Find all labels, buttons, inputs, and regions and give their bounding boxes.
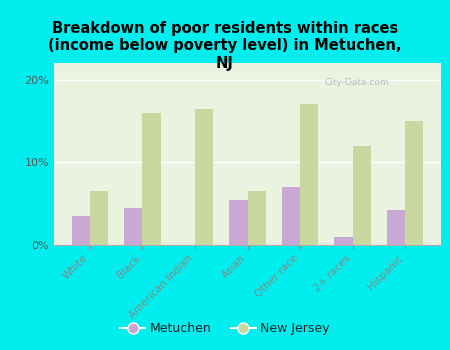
Bar: [229, 199, 248, 245]
Bar: [334, 237, 352, 245]
Bar: [195, 108, 213, 245]
Bar: [282, 187, 300, 245]
Bar: [248, 191, 266, 245]
Bar: [300, 104, 319, 245]
Bar: [405, 121, 423, 245]
Text: City-Data.com: City-Data.com: [325, 78, 390, 86]
Text: Breakdown of poor residents within races
(income below poverty level) in Metuche: Breakdown of poor residents within races…: [48, 21, 402, 71]
Bar: [387, 210, 405, 245]
Bar: [352, 146, 371, 245]
Bar: [124, 208, 143, 245]
Bar: [143, 113, 161, 245]
Bar: [90, 191, 108, 245]
Bar: [72, 216, 90, 245]
Legend: Metuchen, New Jersey: Metuchen, New Jersey: [115, 317, 335, 340]
